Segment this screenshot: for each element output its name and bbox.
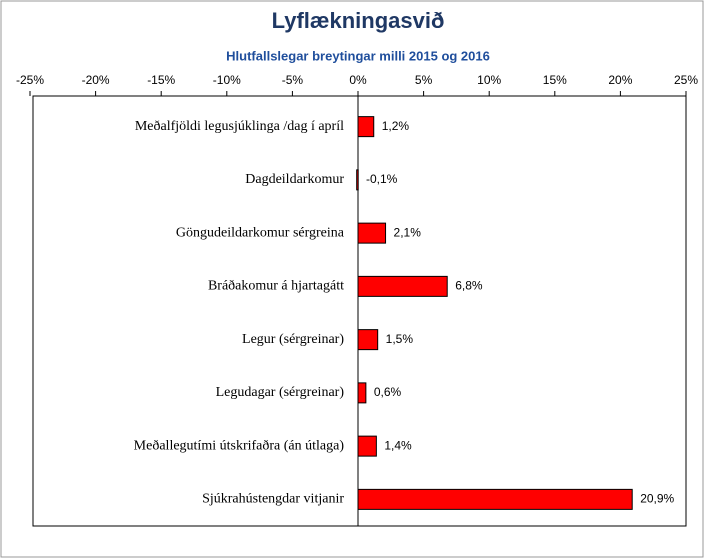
bar: [357, 435, 377, 457]
data-label: 6,8%: [455, 279, 483, 293]
category-label: Dagdeildarkomur: [245, 172, 344, 187]
plot-frame: [32, 95, 687, 527]
category-label: Meðalfjöldi legusjúklinga /dag í apríl: [135, 119, 344, 134]
x-tick-label: 10%: [477, 73, 501, 87]
category-label: Meðallegutími útskrifaðra (án útlaga): [134, 438, 345, 453]
category-label: Legudagar (sérgreinar): [216, 385, 345, 400]
x-tick-label: 20%: [608, 73, 632, 87]
x-tick-label: 5%: [415, 73, 433, 87]
data-label: 1,2%: [382, 119, 410, 133]
bar: [357, 329, 379, 351]
data-label: -0,1%: [366, 172, 398, 186]
data-label: 2,1%: [394, 225, 422, 239]
category-label: Göngudeildarkomur sérgreina: [176, 225, 345, 240]
category-label: Legur (sérgreinar): [242, 332, 344, 347]
x-tick-label: -15%: [147, 73, 175, 87]
x-tick-label: 25%: [674, 73, 698, 87]
bar: [357, 382, 367, 404]
x-tick-label: -25%: [16, 73, 44, 87]
bar: [357, 275, 448, 297]
category-label: Bráðakomur á hjartagátt: [208, 279, 344, 294]
x-tick-label: 15%: [543, 73, 567, 87]
bar: [357, 222, 387, 244]
x-tick-label: -10%: [213, 73, 241, 87]
category-label: Sjúkrahústengdar vitjanir: [202, 492, 344, 507]
bar: [357, 116, 375, 138]
data-label: 1,5%: [386, 332, 414, 346]
bar: [356, 169, 359, 191]
data-label: 1,4%: [384, 438, 412, 452]
bar: [357, 488, 633, 510]
data-label: 20,9%: [640, 492, 674, 506]
x-tick-label: -20%: [82, 73, 110, 87]
chart-subtitle: Hlutfallslegar breytingar milli 2015 og …: [226, 48, 490, 63]
x-tick-label: -5%: [282, 73, 304, 87]
data-label: 0,6%: [374, 385, 402, 399]
chart-title: Lyflækningasvið: [272, 8, 445, 33]
x-tick-label: 0%: [349, 73, 367, 87]
